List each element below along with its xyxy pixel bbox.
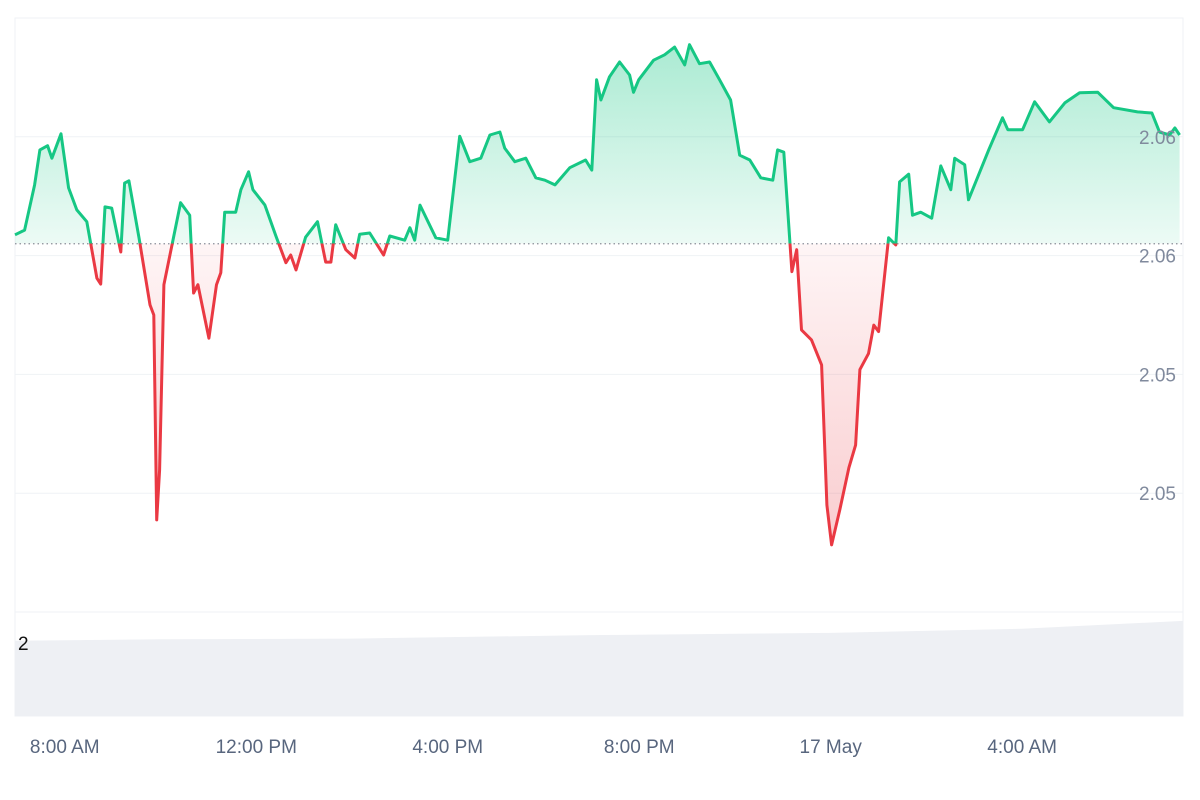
volume-area [15, 620, 1183, 716]
volume-tick-label: 2 [18, 634, 29, 655]
x-tick-label: 4:00 PM [412, 737, 483, 758]
x-tick-label: 17 May [800, 737, 863, 758]
price-area [15, 44, 1180, 545]
x-tick-label: 8:00 PM [604, 737, 675, 758]
x-tick-label: 8:00 AM [30, 737, 100, 758]
y-tick-label: 2.06 [1139, 247, 1176, 268]
x-tick-label: 4:00 AM [987, 737, 1057, 758]
price-line [14, 43, 1181, 547]
y-tick-label: 2.05 [1139, 365, 1176, 386]
y-tick-label: 2.06 [1139, 128, 1176, 149]
y-tick-label: 2.05 [1139, 484, 1176, 505]
x-tick-label: 12:00 PM [216, 737, 297, 758]
